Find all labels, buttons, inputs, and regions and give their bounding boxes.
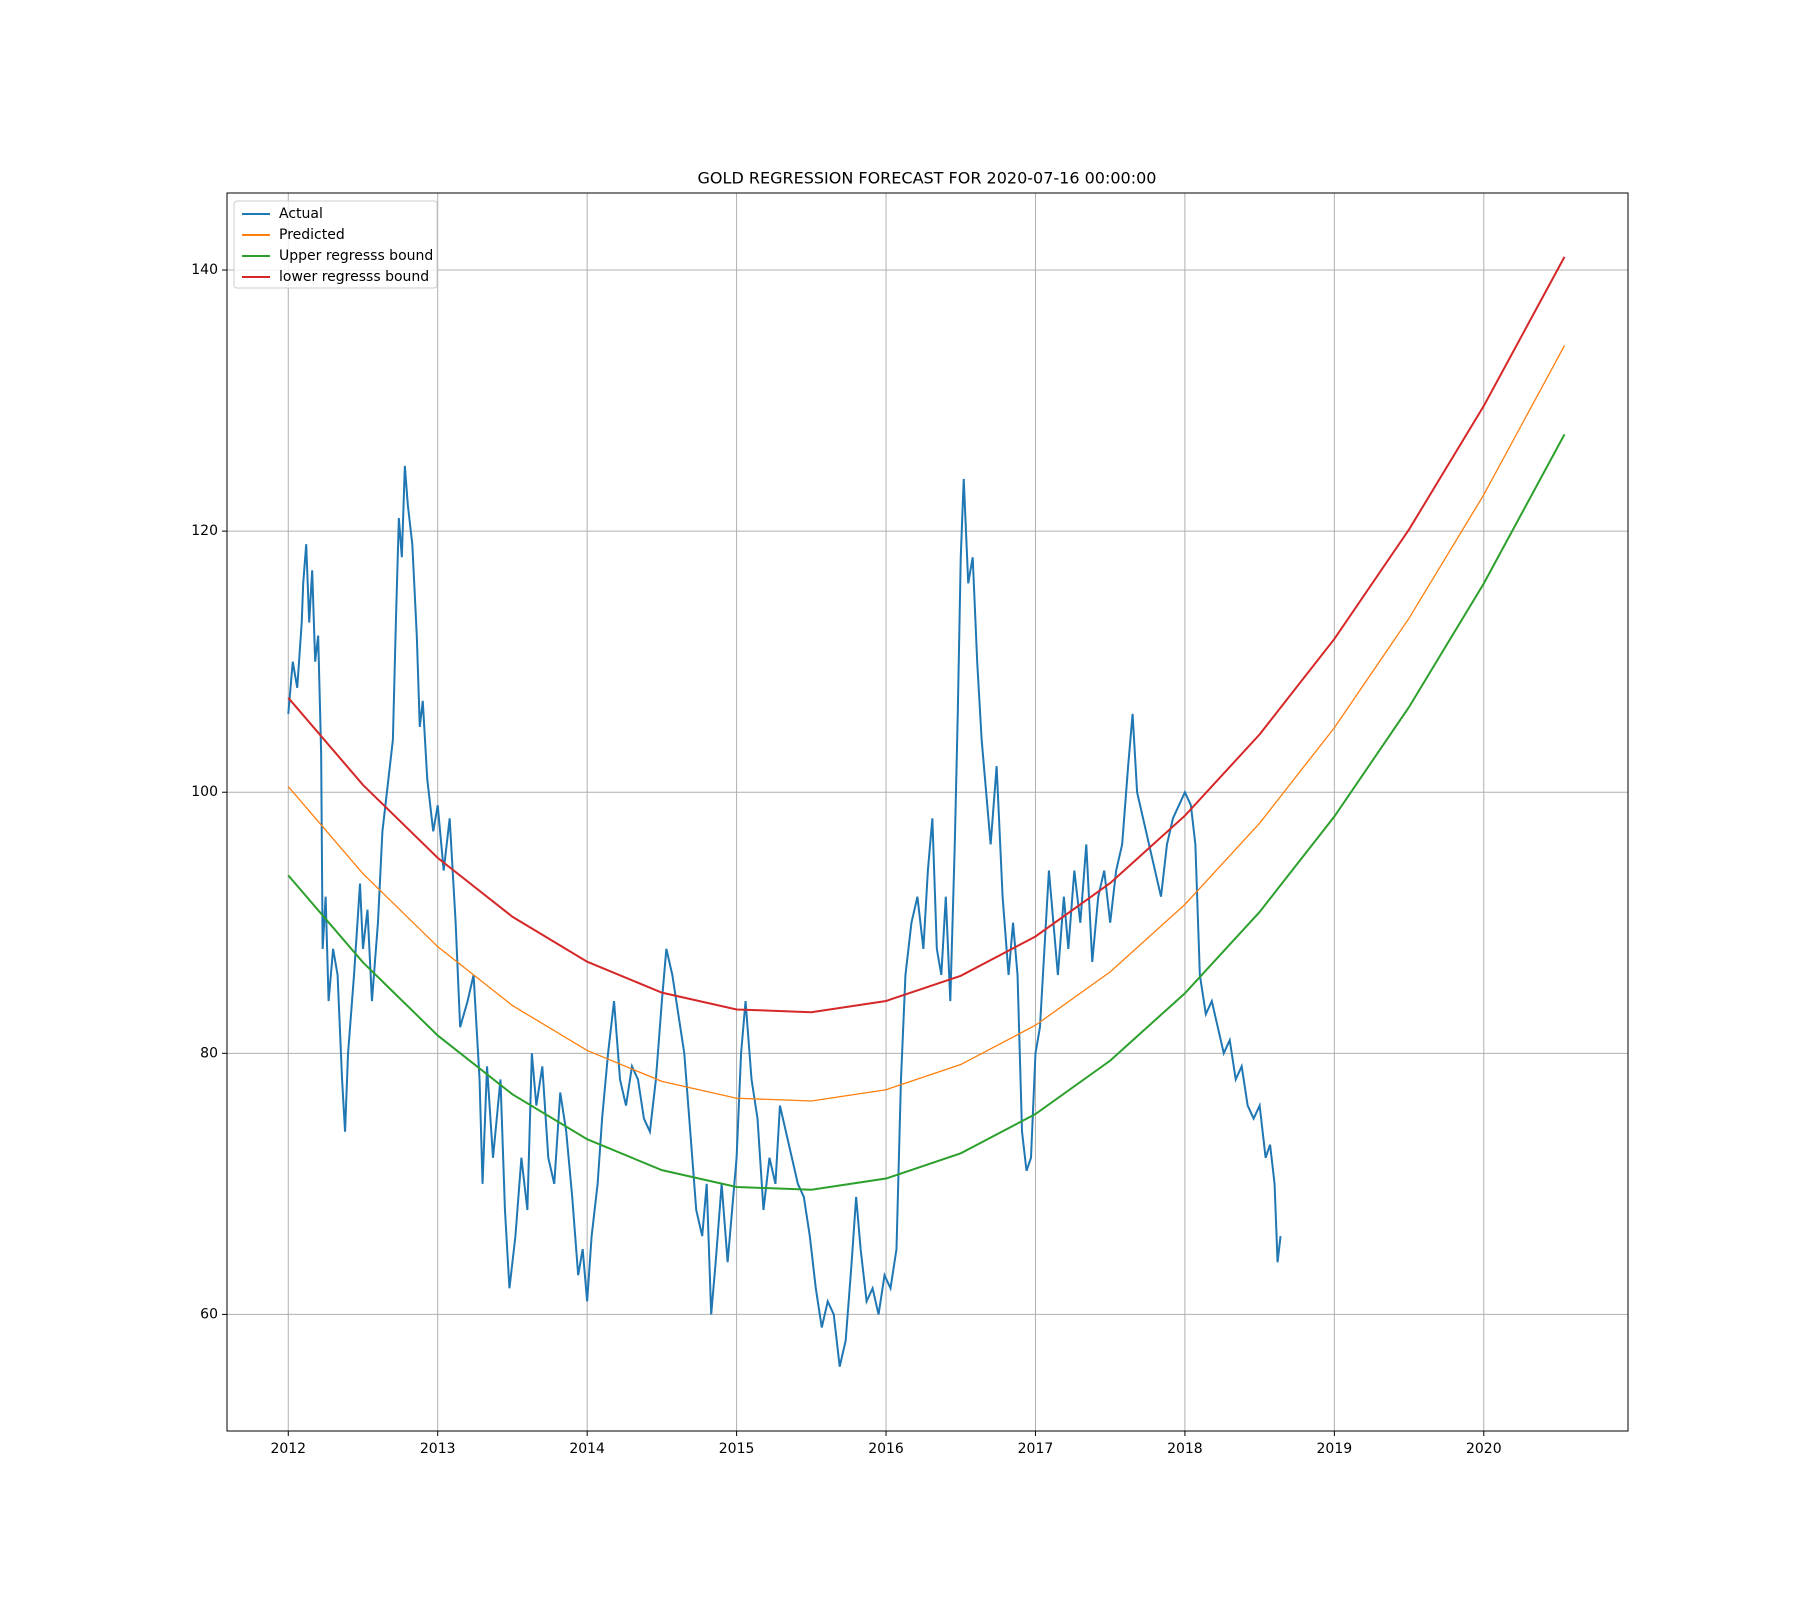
line: [287, 465, 1282, 1367]
line: [287, 433, 1566, 1191]
legend: Actual Predicted Upper regresss bound lower…: [233, 200, 438, 289]
x-tick-label: 2018: [1167, 1441, 1203, 1457]
y-tick-label: 80: [200, 1045, 218, 1061]
y-tick-label: 60: [200, 1306, 218, 1322]
x-tick-label: 2019: [1317, 1441, 1353, 1457]
legend-label: Upper regresss bound: [279, 248, 433, 264]
legend-label: Actual: [279, 206, 323, 222]
y-tick-label: 120: [191, 523, 218, 539]
x-tick-label: 2013: [420, 1441, 456, 1457]
x-tick-label: 2012: [270, 1441, 306, 1457]
legend-box: [233, 200, 438, 289]
chart-title: GOLD REGRESSION FORECAST FOR 2020-07-16 …: [698, 169, 1157, 188]
x-tick-label: 2017: [1018, 1441, 1054, 1457]
line: [287, 345, 1566, 1102]
x-tick-label: 2014: [569, 1441, 605, 1457]
y-tick-label: 140: [191, 262, 218, 278]
plot-frame: [226, 192, 1629, 1432]
x-tick-label: 2020: [1466, 1441, 1502, 1457]
legend-label: Predicted: [279, 227, 345, 243]
legend-label: lower regresss bound: [279, 269, 429, 285]
x-tick-label: 2016: [868, 1441, 904, 1457]
y-tick-label: 100: [191, 784, 218, 800]
x-tick-label: 2015: [719, 1441, 755, 1457]
line: [287, 256, 1566, 1014]
